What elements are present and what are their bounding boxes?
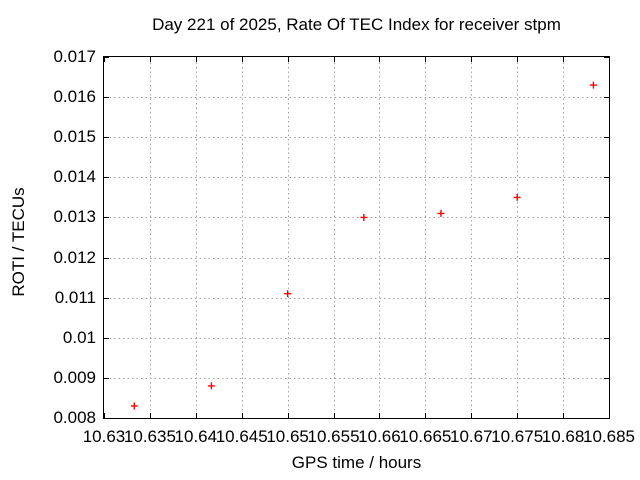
x-tick-label: 10.675 bbox=[491, 427, 544, 446]
x-tick-label: 10.68 bbox=[541, 427, 585, 446]
x-tick-label: 10.64 bbox=[174, 427, 218, 446]
y-tick-label: 0.01 bbox=[62, 327, 96, 347]
data-point-marker bbox=[130, 402, 138, 410]
data-point-marker bbox=[284, 290, 292, 298]
x-tick-label: 10.63 bbox=[82, 427, 126, 446]
y-tick-label: 0.015 bbox=[53, 127, 96, 147]
data-point-marker bbox=[437, 209, 445, 217]
chart-title: Day 221 of 2025, Rate Of TEC Index for r… bbox=[152, 15, 561, 34]
y-tick-label: 0.012 bbox=[53, 247, 96, 267]
y-tick-label: 0.016 bbox=[53, 87, 96, 107]
x-tick-label: 10.655 bbox=[307, 427, 360, 446]
y-tick-label: 0.017 bbox=[53, 47, 96, 66]
data-point-marker bbox=[589, 81, 597, 89]
x-tick-label: 10.66 bbox=[358, 427, 401, 446]
plot-border bbox=[103, 56, 610, 419]
data-point-marker bbox=[360, 213, 368, 221]
data-point-marker bbox=[207, 382, 215, 390]
x-tick-label: 10.665 bbox=[399, 427, 452, 446]
x-tick-label: 10.645 bbox=[215, 427, 268, 446]
x-tick-label: 10.67 bbox=[449, 427, 493, 446]
y-tick-label: 0.008 bbox=[53, 408, 96, 427]
y-tick-label: 0.009 bbox=[53, 367, 96, 387]
y-tick-label: 0.011 bbox=[54, 287, 96, 307]
data-point-marker bbox=[513, 193, 521, 201]
x-tick-label: 10.635 bbox=[123, 427, 176, 446]
x-tick-label: 10.65 bbox=[266, 427, 309, 446]
x-axis-title: GPS time / hours bbox=[291, 453, 422, 472]
y-tick-label: 0.014 bbox=[53, 167, 96, 187]
y-tick-label: 0.013 bbox=[53, 207, 96, 227]
x-tick-label: 10.685 bbox=[583, 427, 635, 446]
